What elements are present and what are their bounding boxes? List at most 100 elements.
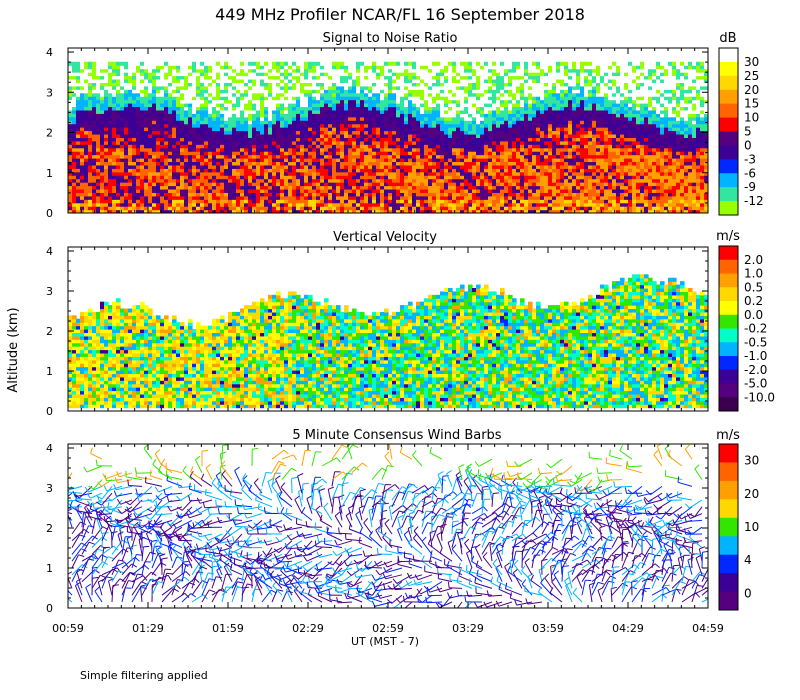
snr-cell	[88, 140, 93, 145]
snr-cell	[452, 82, 457, 87]
snr-cell	[80, 78, 85, 83]
snr-cell	[208, 188, 213, 193]
snr-cell	[284, 164, 289, 169]
snr-cell	[68, 151, 73, 156]
snr-cell	[204, 171, 209, 176]
snr-cell	[512, 82, 517, 87]
snr-cell	[288, 140, 293, 145]
snr-cell	[480, 75, 485, 80]
snr-cell	[92, 106, 97, 111]
snr-cell	[300, 127, 305, 132]
snr-cell	[444, 137, 449, 142]
snr-cell	[236, 85, 241, 90]
snr-cell	[224, 164, 229, 169]
snr-cell	[324, 120, 329, 125]
snr-cell	[428, 168, 433, 173]
snr-cell	[156, 120, 161, 125]
snr-cell	[508, 175, 513, 180]
snr-cell	[408, 209, 413, 213]
snr-cell	[168, 151, 173, 156]
snr-cell	[432, 85, 437, 90]
snr-cell	[140, 140, 145, 145]
snr-cell	[364, 92, 369, 97]
snr-cell	[232, 113, 237, 118]
snr-cell	[144, 130, 149, 135]
snr-cell	[504, 65, 509, 70]
snr-cell	[172, 89, 177, 94]
snr-cell	[388, 154, 393, 159]
snr-cell	[320, 113, 325, 118]
snr-cell	[356, 182, 361, 187]
snr-cell	[112, 72, 117, 77]
snr-cell	[436, 147, 441, 152]
snr-cell	[76, 96, 81, 101]
snr-cell	[272, 206, 277, 211]
snr-cell	[472, 92, 477, 97]
snr-cell	[224, 154, 229, 159]
snr-cell	[460, 199, 465, 204]
snr-cell	[372, 127, 377, 132]
snr-cell	[320, 96, 325, 101]
snr-cell	[484, 61, 489, 66]
snr-cell	[192, 185, 197, 190]
snr-cell	[368, 171, 373, 176]
snr-cell	[192, 151, 197, 156]
snr-cell	[308, 123, 313, 128]
snr-cell	[324, 140, 329, 145]
snr-cell	[68, 68, 73, 73]
snr-cell	[380, 82, 385, 87]
snr-cell	[264, 147, 269, 152]
snr-cell	[324, 151, 329, 156]
snr-cell	[184, 65, 189, 70]
snr-cell	[232, 188, 237, 193]
snr-cell	[332, 103, 337, 108]
snr-cell	[416, 99, 421, 104]
snr-cell	[164, 92, 169, 97]
snr-cell	[432, 137, 437, 142]
snr-cell	[172, 195, 177, 200]
snr-cell	[136, 206, 141, 211]
snr-cell	[492, 164, 497, 169]
snr-cell	[268, 133, 273, 138]
snr-cell	[164, 78, 169, 83]
snr-cell	[412, 133, 417, 138]
snr-cell	[236, 164, 241, 169]
snr-cell	[440, 78, 445, 83]
snr-cell	[68, 116, 73, 121]
snr-cell	[448, 96, 453, 101]
snr-cell	[172, 99, 177, 104]
snr-cell	[260, 147, 265, 152]
snr-cell	[460, 171, 465, 176]
snr-cell	[424, 188, 429, 193]
snr-cell	[192, 188, 197, 193]
snr-cell	[428, 147, 433, 152]
snr-cell	[368, 188, 373, 193]
snr-cell	[432, 106, 437, 111]
snr-cell	[376, 185, 381, 190]
snr-cell	[288, 154, 293, 159]
snr-cell	[360, 109, 365, 114]
snr-cell	[172, 140, 177, 145]
snr-cell	[396, 130, 401, 135]
snr-cell	[412, 68, 417, 73]
snr-cell	[468, 127, 473, 132]
snr-cell	[212, 75, 217, 80]
snr-cell	[352, 137, 357, 142]
snr-cell	[332, 72, 337, 77]
snr-cell	[164, 116, 169, 121]
snr-cell	[344, 144, 349, 149]
snr-cell	[476, 133, 481, 138]
snr-cell	[208, 140, 213, 145]
snr-cell	[152, 99, 157, 104]
snr-cell	[172, 109, 177, 114]
snr-cell	[304, 116, 309, 121]
snr-cell	[460, 188, 465, 193]
snr-cell	[76, 82, 81, 87]
snr-cell	[172, 175, 177, 180]
snr-cell	[180, 178, 185, 183]
snr-cell	[84, 75, 89, 80]
snr-cell	[204, 72, 209, 77]
snr-cell	[200, 61, 205, 66]
snr-cell	[476, 106, 481, 111]
